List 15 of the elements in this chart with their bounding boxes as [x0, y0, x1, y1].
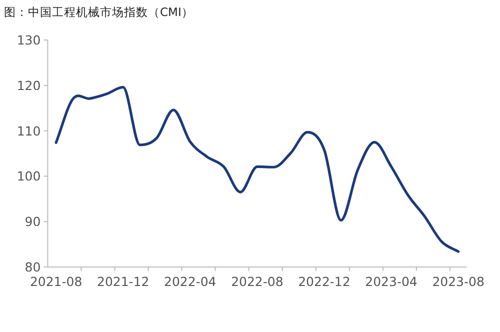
- x-tick-label: 2021-12: [97, 274, 150, 289]
- y-tick-label: 100: [16, 168, 41, 184]
- y-tick-label: 130: [16, 32, 41, 48]
- x-tick-label: 2021-08: [30, 274, 82, 289]
- x-tick-label: 2022-04: [164, 274, 216, 289]
- x-tick-label: 2023-04: [365, 274, 418, 289]
- y-tick-label: 80: [24, 260, 41, 274]
- x-tick-label: 2022-08: [231, 274, 284, 289]
- x-tick-label: 2023-08: [432, 274, 484, 289]
- line-series: [54, 86, 460, 253]
- y-tick-label: 120: [16, 78, 41, 93]
- chart-title: 图：中国工程机械市场指数（CMI）: [4, 5, 194, 19]
- x-tick-label: 2022-12: [298, 274, 350, 289]
- y-tick-label: 90: [24, 214, 41, 230]
- y-tick-label: 110: [16, 123, 41, 138]
